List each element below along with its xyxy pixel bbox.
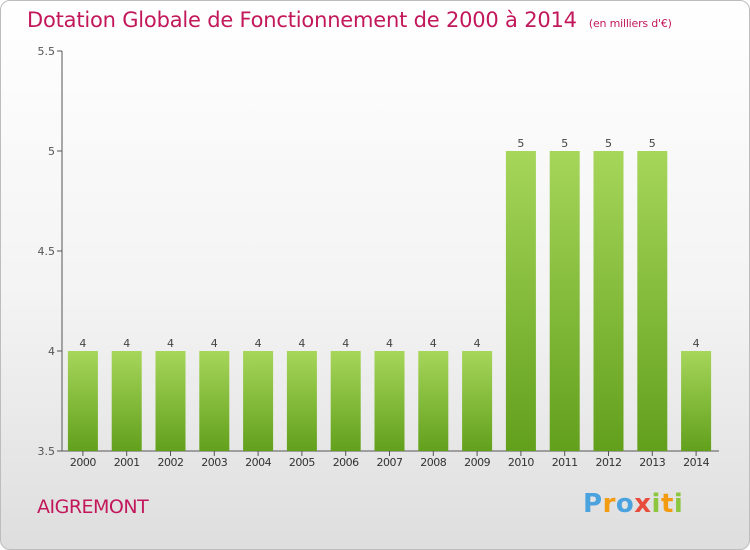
y-axis: 3.5 4 4.5 5 5.5 (38, 45, 63, 458)
x-tick-label: 2008 (420, 456, 446, 469)
logo-letter: r (602, 489, 616, 519)
commune-name: AIGREMONT (37, 496, 149, 518)
data-label: 4 (79, 337, 86, 350)
data-label: 4 (693, 337, 700, 350)
bar (111, 351, 142, 451)
x-tick-label: 2003 (201, 456, 227, 469)
x-tick-label: 2002 (158, 456, 184, 469)
chart-title: Dotation Globale de Fonctionnement de 20… (27, 8, 672, 32)
bar (67, 351, 98, 451)
bar (593, 151, 624, 451)
logo-letter: P (583, 489, 603, 519)
x-tick-label: 2009 (464, 456, 490, 469)
data-label: 5 (605, 137, 612, 150)
x-tick-label: 2000 (70, 456, 96, 469)
bar (549, 151, 580, 451)
data-label: 4 (255, 337, 262, 350)
data-label: 4 (298, 337, 305, 350)
bar (330, 351, 361, 451)
data-label: 4 (430, 337, 437, 350)
bar (155, 351, 186, 451)
y-tick-label: 3.5 (38, 445, 56, 458)
chart-title-unit: (en milliers d'€) (588, 17, 672, 30)
proxiti-logo: Proxiti (583, 489, 683, 519)
bar (286, 351, 317, 451)
logo-letter: x (634, 489, 652, 519)
data-label: 4 (167, 337, 174, 350)
x-tick-label: 2014 (683, 456, 709, 469)
y-tick-label: 4 (48, 345, 55, 358)
x-tick-label: 2005 (289, 456, 315, 469)
x-tick-label: 2004 (245, 456, 271, 469)
data-label: 5 (649, 137, 656, 150)
y-tick-label: 4.5 (38, 245, 56, 258)
bar (505, 151, 536, 451)
y-tick-label: 5.5 (38, 45, 56, 58)
bar (681, 351, 712, 451)
bar (374, 351, 405, 451)
x-tick-label: 2013 (639, 456, 665, 469)
bar (637, 151, 668, 451)
x-tick-label: 2006 (333, 456, 359, 469)
bar (462, 351, 493, 451)
bar (418, 351, 449, 451)
data-label: 4 (386, 337, 393, 350)
x-tick-label: 2001 (114, 456, 140, 469)
y-tick-label: 5 (48, 145, 55, 158)
x-tick-label: 2010 (508, 456, 534, 469)
logo-letter: i (673, 489, 684, 519)
bars (67, 151, 712, 451)
chart-title-main: Dotation Globale de Fonctionnement de 20… (27, 8, 577, 32)
bar (199, 351, 230, 451)
data-label: 4 (342, 337, 349, 350)
data-labels: 4 4 4 4 4 4 4 4 4 4 5 5 5 5 4 (79, 137, 699, 350)
data-label: 4 (123, 337, 130, 350)
logo-letter: i (651, 489, 661, 519)
x-axis: 2000 2001 2002 2003 2004 2005 2006 2007 2008 2009… (62, 450, 719, 469)
x-tick-label: 2011 (552, 456, 578, 469)
x-tick-label: 2012 (596, 456, 622, 469)
x-tick-label: 2007 (377, 456, 403, 469)
data-label: 4 (211, 337, 218, 350)
logo-letter: t (660, 489, 674, 519)
data-label: 4 (474, 337, 481, 350)
data-label: 5 (561, 137, 568, 150)
logo-letter: o (615, 489, 635, 519)
bar (243, 351, 274, 451)
data-label: 5 (517, 137, 524, 150)
